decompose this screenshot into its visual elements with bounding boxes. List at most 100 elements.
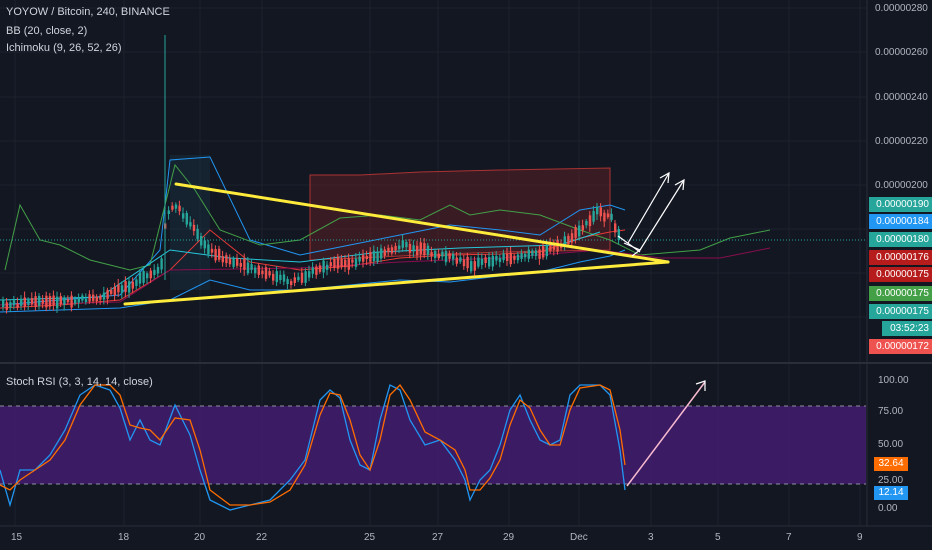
stoch-tick: 0.00 [878,503,898,514]
candle-body [48,296,52,307]
candle-body [610,213,613,220]
candle-body [200,236,203,246]
candle-body [268,271,271,276]
candle-body [588,215,592,227]
candle-body [286,279,289,285]
candle-body [484,257,487,264]
candle-body [243,258,246,270]
candle-body [488,257,491,267]
time-label: 7 [786,532,792,543]
candle-body [23,297,26,307]
candle-body [416,245,419,256]
candle-body [236,258,239,266]
candle-body [250,264,253,270]
candle-body [491,255,494,267]
candle-body [542,246,545,258]
candle-body [311,267,314,274]
candle-body [117,284,120,293]
candle-body [102,292,106,300]
candle-body [376,251,379,262]
stoch-k-tag: 32.64 [874,457,908,471]
candle-body [138,272,142,284]
candle-body [358,256,361,262]
candle-body [495,255,498,261]
candle-body [308,271,311,278]
candle-body [387,247,390,253]
candle-body [290,281,293,285]
candle-body [257,265,260,275]
candle-body [563,236,566,246]
candle-body [99,295,102,300]
symbol-legend[interactable]: YOYOW / Bitcoin, 240, BINANCE [6,6,170,18]
candle-body [398,245,401,250]
candle-body [437,253,440,259]
candle-body [261,270,264,275]
candle-body [477,257,480,267]
candle-body [336,256,340,269]
candle-body [401,240,404,248]
candle-body [527,249,530,259]
time-label: 20 [194,532,206,543]
stoch-arrowhead [695,380,706,391]
candle-body [304,271,307,283]
candle-body [160,258,163,270]
triangle-drawing[interactable] [123,182,670,306]
candle-body [354,258,358,267]
stoch-rsi-legend[interactable]: Stoch RSI (3, 3, 14, 14, close) [6,376,153,388]
candle-body [228,258,232,265]
price-tag-basis: 0.00000176 [869,250,932,265]
ichimoku-legend[interactable]: Ichimoku (9, 26, 52, 26) [6,42,122,54]
candle-body [124,281,127,293]
time-label: Dec [570,532,588,543]
candle-body [128,281,131,293]
price-tag-conversion: 0.00000184 [869,214,932,229]
stoch-k-line [0,384,626,511]
candle-body [272,273,275,281]
candle-body [77,298,80,303]
candle-body [246,262,250,274]
candle-body [153,269,156,275]
candle-body [549,243,552,251]
candle-body [178,205,181,212]
bb-legend[interactable]: BB (20, close, 2) [6,25,88,37]
candle-body [513,255,516,260]
time-label: 18 [118,532,130,543]
candle-body [92,294,95,301]
candle-body [293,277,296,283]
candle-body [329,262,332,267]
candle-body [408,243,412,253]
stoch-tick: 50.00 [878,439,904,450]
candle-body [239,263,242,267]
candle-body [84,298,88,302]
candle-body [545,245,548,257]
candle-body [63,298,66,305]
price-tick: 0.00000240 [875,92,928,103]
stoch-tick: 25.00 [878,475,904,486]
projection-arrows[interactable] [617,171,685,257]
candle-body [412,245,415,252]
time-label: 9 [857,532,863,543]
candle-body [534,250,538,256]
candle-body [189,222,192,227]
stoch-d-line [0,383,626,506]
stoch-tick: 100.00 [878,375,909,386]
candle-body [351,259,354,263]
candle-body [45,295,48,308]
candle-body [120,285,124,293]
stoch-projection-arrow[interactable] [626,381,706,487]
candle-body [322,260,325,273]
time-label: 29 [503,532,515,543]
candle-body [315,266,318,275]
candle-body [578,225,581,237]
candle-body [606,213,610,218]
candle-body [344,259,347,268]
price-tag-bb-upper: 0.00000190 [869,197,932,212]
candle-body [20,298,23,306]
candle-body [264,267,268,279]
bollinger-lower [0,249,626,313]
candle-body [448,253,451,259]
candle-body [599,207,602,217]
candle-body [509,252,512,265]
candle-body [300,272,304,283]
